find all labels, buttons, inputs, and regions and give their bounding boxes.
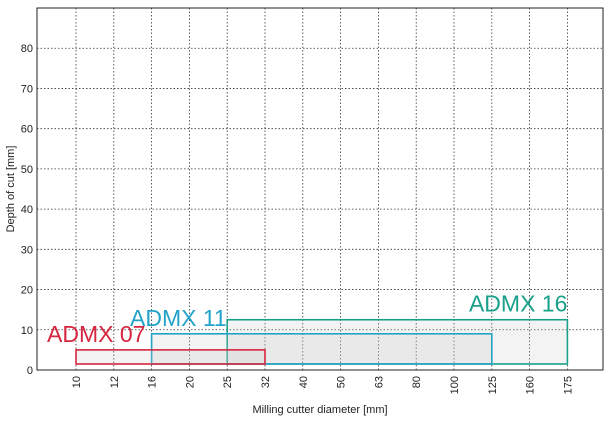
x-tick-label: 40 [298,376,310,388]
y-tick-label: 60 [21,124,33,136]
x-tick-label: 20 [184,376,196,388]
y-tick-label: 30 [21,244,33,256]
series-label: ADMX 11 [130,305,227,331]
y-axis-ticks: 0 10 20 30 40 50 60 70 80 [21,43,33,377]
plot-frame [36,7,604,371]
series-label: ADMX 07 [47,321,145,347]
y-tick-label: 50 [21,164,33,176]
x-tick-label: 50 [336,376,348,388]
x-tick-label: 10 [71,376,83,388]
y-tick-label: 20 [21,285,33,297]
grid [37,8,603,370]
series-box-admx-07 [75,349,266,365]
y-tick-label: 40 [21,204,33,216]
x-axis-title: Milling cutter diameter [mm] [252,404,387,416]
x-tick-label: 32 [260,376,272,388]
series-box-admx-11 [150,332,493,365]
x-axis-ticks: 10 12 16 20 25 32 40 50 63 80 100 125 160 175 [71,376,574,394]
x-tick-label: 25 [222,376,234,388]
x-tick-label: 100 [449,376,461,394]
x-tick-label: 16 [147,376,159,388]
x-tick-label: 160 [525,376,537,394]
y-tick-label: 10 [21,325,33,337]
series-label: ADMX 16 [469,291,567,317]
x-tick-label: 12 [109,376,121,388]
x-tick-label: 80 [411,376,423,388]
y-tick-label: 70 [21,83,33,95]
x-tick-label: 63 [373,376,385,388]
series-boxes [75,318,569,365]
x-tick-label: 175 [562,376,574,394]
y-axis-title: Depth of cut [mm] [5,146,17,233]
y-tick-label: 0 [27,365,33,377]
y-tick-label: 80 [21,43,33,55]
x-tick-label: 125 [487,376,499,394]
